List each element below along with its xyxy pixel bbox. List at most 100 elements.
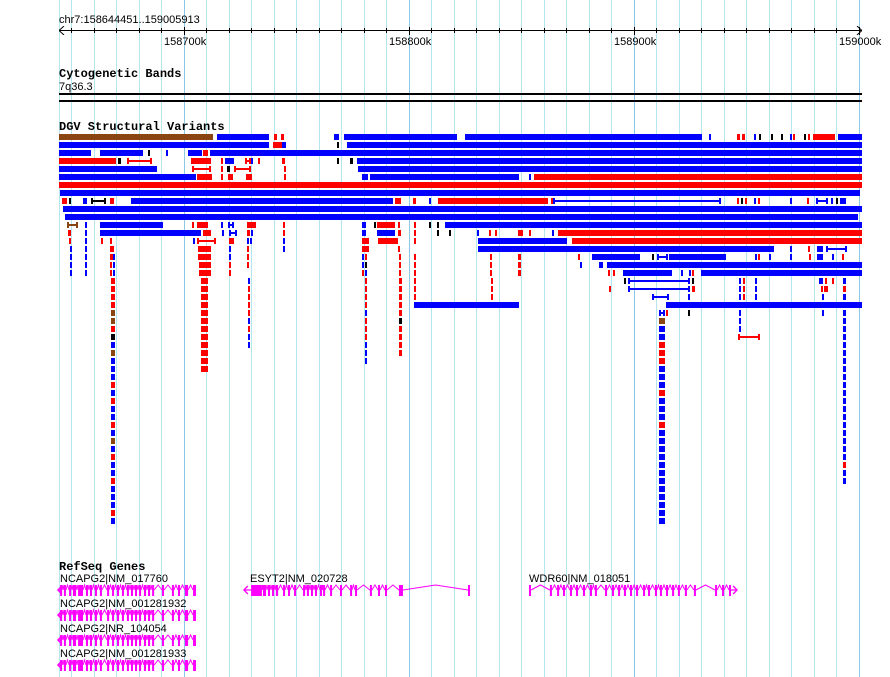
structural-variant[interactable] (817, 246, 823, 252)
structural-variant[interactable] (843, 366, 846, 372)
structural-variant[interactable] (808, 134, 810, 140)
structural-variant[interactable] (843, 374, 846, 380)
structural-variant[interactable] (843, 462, 846, 468)
structural-variant[interactable] (659, 342, 665, 348)
structural-variant[interactable] (737, 198, 739, 204)
structural-variant[interactable] (59, 150, 91, 156)
structural-variant[interactable] (365, 318, 367, 324)
structural-variant[interactable] (414, 230, 416, 236)
structural-variant[interactable] (111, 294, 115, 300)
structural-variant[interactable] (110, 198, 114, 204)
structural-variant[interactable] (399, 286, 402, 292)
structural-variant[interactable] (362, 254, 364, 260)
structural-variant[interactable] (101, 238, 103, 244)
structural-variant[interactable] (85, 246, 87, 252)
structural-variant[interactable] (68, 230, 71, 236)
structural-variant[interactable] (221, 174, 223, 180)
structural-variant[interactable] (201, 310, 208, 316)
structural-variant[interactable] (166, 150, 168, 156)
structural-variant[interactable] (551, 198, 553, 204)
structural-variant[interactable] (395, 198, 401, 204)
structural-variant[interactable] (247, 254, 249, 260)
structural-variant[interactable] (490, 270, 492, 276)
structural-variant[interactable] (258, 158, 260, 164)
structural-variant[interactable] (659, 414, 665, 420)
structural-variant[interactable] (826, 246, 847, 252)
structural-variant[interactable] (659, 454, 665, 460)
structural-variant[interactable] (229, 246, 231, 252)
structural-variant[interactable] (399, 294, 402, 300)
structural-variant[interactable] (63, 206, 862, 212)
structural-variant[interactable] (414, 238, 416, 244)
structural-variant[interactable] (59, 174, 196, 180)
structural-variant[interactable] (840, 198, 846, 204)
structural-variant[interactable] (110, 254, 113, 260)
structural-variant[interactable] (199, 270, 211, 276)
structural-variant[interactable] (350, 158, 353, 164)
structural-variant[interactable] (659, 486, 665, 492)
structural-variant[interactable] (362, 222, 366, 228)
structural-variant[interactable] (111, 310, 115, 316)
structural-variant[interactable] (813, 134, 835, 140)
structural-variant[interactable] (607, 262, 862, 268)
structural-variant[interactable] (60, 190, 860, 196)
structural-variant[interactable] (613, 270, 615, 276)
structural-variant[interactable] (843, 286, 846, 292)
structural-variant[interactable] (843, 310, 846, 316)
structural-variant[interactable] (821, 286, 823, 292)
structural-variant[interactable] (743, 294, 745, 300)
structural-variant[interactable] (247, 230, 250, 236)
structural-variant[interactable] (337, 142, 339, 148)
structural-variant[interactable] (59, 158, 116, 164)
structural-variant[interactable] (111, 510, 115, 516)
structural-variant[interactable] (365, 262, 367, 268)
structural-variant[interactable] (399, 262, 401, 268)
cytoband-track-title[interactable]: Cytogenetic Bands (59, 67, 182, 81)
structural-variant[interactable] (111, 382, 115, 388)
structural-variant[interactable] (659, 462, 665, 468)
transcript-glyph[interactable] (528, 583, 739, 596)
structural-variant[interactable] (111, 414, 115, 420)
structural-variant[interactable] (659, 470, 665, 476)
structural-variant[interactable] (414, 294, 416, 300)
structural-variant[interactable] (201, 318, 208, 324)
structural-variant[interactable] (250, 238, 252, 244)
structural-variant[interactable] (110, 270, 112, 276)
structural-variant[interactable] (110, 262, 112, 268)
structural-variant[interactable] (657, 254, 668, 260)
structural-variant[interactable] (229, 254, 231, 260)
structural-variant[interactable] (745, 198, 747, 204)
structural-variant[interactable] (398, 230, 401, 236)
structural-variant[interactable] (198, 254, 211, 260)
structural-variant[interactable] (398, 246, 400, 252)
structural-variant[interactable] (399, 278, 402, 284)
structural-variant[interactable] (414, 270, 416, 276)
structural-variant[interactable] (842, 254, 844, 260)
structural-variant[interactable] (666, 302, 862, 308)
structural-variant[interactable] (739, 310, 741, 316)
structural-variant[interactable] (217, 134, 269, 140)
structural-variant[interactable] (445, 222, 862, 228)
structural-variant[interactable] (688, 310, 690, 316)
structural-variant[interactable] (347, 142, 862, 148)
structural-variant[interactable] (248, 310, 250, 316)
structural-variant[interactable] (659, 326, 665, 332)
structural-variant[interactable] (210, 150, 862, 156)
structural-variant[interactable] (358, 166, 862, 172)
structural-variant[interactable] (248, 334, 250, 340)
structural-variant[interactable] (111, 422, 115, 428)
structural-variant[interactable] (659, 438, 665, 444)
structural-variant[interactable] (229, 238, 234, 244)
structural-variant[interactable] (437, 230, 439, 236)
structural-variant[interactable] (628, 278, 690, 284)
structural-variant[interactable] (362, 238, 369, 244)
structural-variant[interactable] (843, 390, 846, 396)
structural-variant[interactable] (490, 254, 492, 260)
structural-variant[interactable] (449, 230, 451, 236)
structural-variant[interactable] (248, 278, 250, 284)
structural-variant[interactable] (754, 198, 756, 204)
structural-variant[interactable] (59, 134, 213, 140)
structural-variant[interactable] (843, 350, 846, 356)
structural-variant[interactable] (246, 174, 252, 180)
structural-variant[interactable] (399, 310, 402, 316)
